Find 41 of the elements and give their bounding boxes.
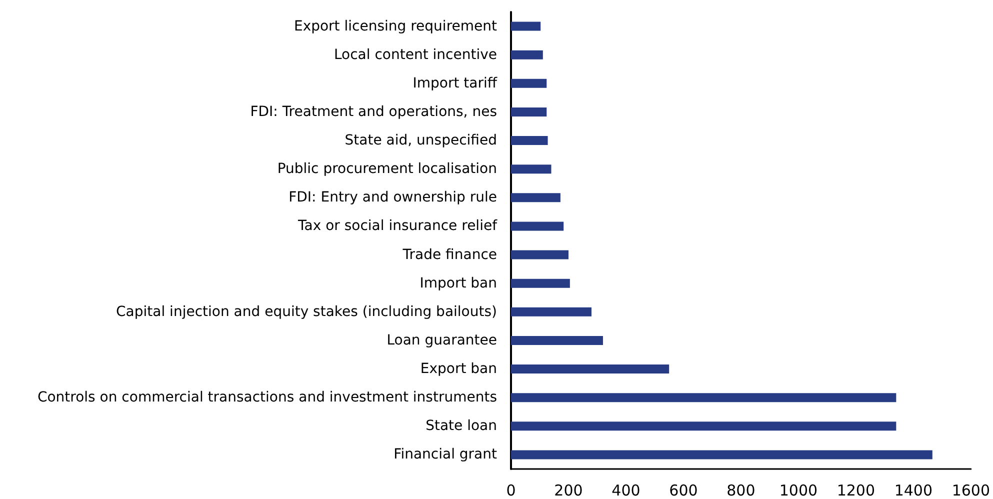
- bar: [511, 364, 670, 374]
- x-tick-label: 1600: [952, 482, 990, 499]
- bar: [511, 278, 570, 288]
- y-tick-label: Trade finance: [402, 246, 497, 263]
- y-tick-label: Financial grant: [394, 446, 498, 463]
- y-tick-label: Controls on commercial transactions and investment instruments: [37, 390, 497, 406]
- y-tick-label: FDI: Treatment and operations, nes: [250, 104, 497, 120]
- y-tick-label: State loan: [426, 418, 497, 434]
- bar: [511, 164, 552, 174]
- y-tick-label: Local content incentive: [334, 46, 497, 63]
- bar: [511, 222, 564, 231]
- bar: [511, 78, 547, 88]
- x-tick-label: 1000: [779, 482, 818, 499]
- bar: [511, 250, 568, 260]
- x-tick-label: 800: [726, 482, 756, 499]
- y-tick-label: FDI: Entry and ownership rule: [288, 190, 497, 206]
- x-tick-label: 1400: [894, 482, 933, 499]
- bar: [511, 450, 932, 460]
- y-tick-label: Public procurement localisation: [277, 161, 497, 178]
- x-tick-label: 200: [554, 482, 583, 499]
- y-tick-label: State aid, unspecified: [344, 132, 497, 149]
- x-tick-label: 600: [669, 482, 698, 499]
- y-tick-label: Export ban: [420, 361, 497, 378]
- bar: [511, 22, 541, 31]
- y-tick-label: Capital injection and equity stakes (including bailouts): [116, 304, 497, 320]
- y-tick-label: Tax or social insurance relief: [297, 218, 498, 234]
- bar: [511, 50, 543, 60]
- y-tick-label: Import tariff: [412, 75, 498, 92]
- bar: [511, 107, 547, 116]
- bar: [511, 393, 896, 402]
- bar: [511, 422, 896, 431]
- bar: [511, 307, 592, 316]
- x-tick-label: 400: [612, 482, 640, 499]
- y-tick-label: Import ban: [420, 275, 497, 292]
- bar: [511, 193, 560, 202]
- bar: [511, 136, 548, 146]
- y-tick-label: Export licensing requirement: [294, 18, 498, 34]
- x-tick-label: 1200: [836, 482, 876, 499]
- x-tick-label: 0: [506, 482, 516, 499]
- y-tick-label: Loan guarantee: [386, 332, 497, 348]
- bar: [511, 336, 603, 345]
